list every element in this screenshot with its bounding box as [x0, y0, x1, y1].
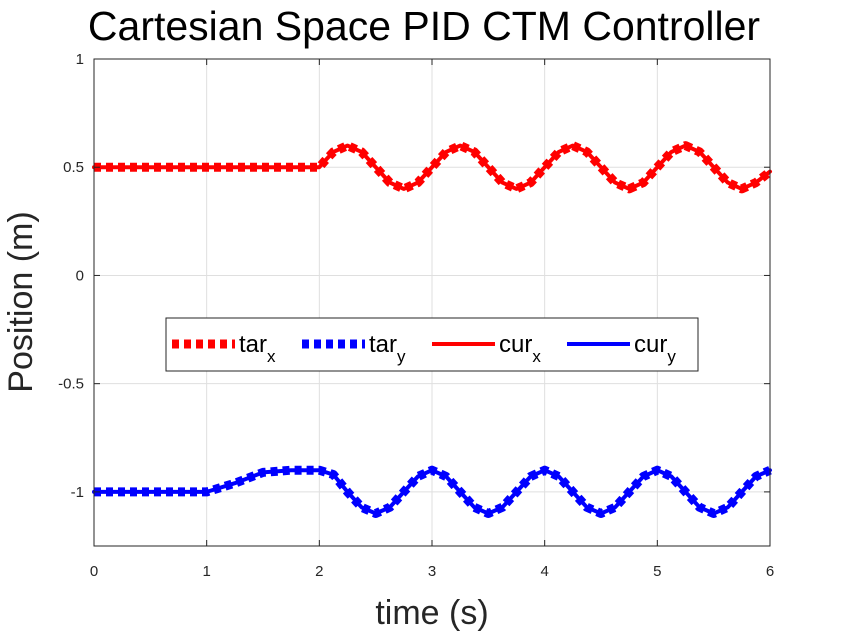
legend-entry-2: curx: [432, 331, 541, 366]
legend: tarx tary curx cury: [165, 317, 699, 372]
legend-label-3: cury: [634, 331, 676, 366]
chart-title: Cartesian Space PID CTM Controller: [88, 3, 760, 49]
x-tick-label-4: 4: [540, 563, 548, 580]
plot-area: 0 1 2 3 4 5 6 -1 -0.5 0 0.5 1: [58, 51, 774, 580]
legend-entry-0: tarx: [172, 331, 276, 366]
x-tick-label-1: 1: [202, 563, 210, 580]
legend-entry-3: cury: [567, 331, 676, 366]
legend-entry-1: tary: [302, 331, 406, 366]
x-tick-label-0: 0: [90, 563, 98, 580]
ticks: 0 1 2 3 4 5 6 -1 -0.5 0 0.5 1: [58, 51, 774, 580]
y-tick-label-4: 1: [76, 51, 84, 68]
legend-label-0: tarx: [239, 331, 276, 366]
series-line-0: [94, 141, 773, 194]
y-tick-label-1: -0.5: [58, 376, 84, 393]
legend-label-1: tary: [369, 331, 406, 366]
legend-label-2: curx: [499, 331, 541, 366]
y-tick-label-0: -1: [71, 484, 84, 501]
x-tick-label-2: 2: [315, 563, 323, 580]
x-tick-label-6: 6: [766, 563, 774, 580]
y-tick-label-3: 0.5: [63, 159, 84, 176]
series-layer: [92, 141, 773, 518]
legend-items: tarx tary curx cury: [172, 331, 676, 366]
y-axis-label: Position (m): [2, 211, 40, 392]
y-tick-label-2: 0: [76, 267, 84, 284]
x-tick-label-5: 5: [653, 563, 661, 580]
x-axis-label: time (s): [375, 594, 488, 632]
series-line-1: [94, 465, 772, 518]
x-tick-label-3: 3: [428, 563, 436, 580]
